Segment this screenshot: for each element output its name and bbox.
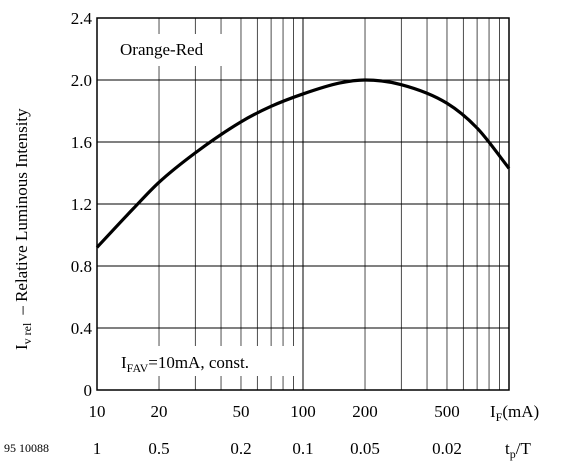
- y-axis-label-sub: v rel: [20, 322, 34, 344]
- y-tick-label: 0.8: [71, 257, 92, 276]
- secondary-x-tick-label: 0.2: [230, 439, 251, 458]
- y-tick-label: 0: [84, 381, 93, 400]
- legend-box-bg: [109, 34, 235, 66]
- secondary-x-tick-label: 0.05: [350, 439, 380, 458]
- x-axis-label-main: I: [490, 402, 496, 421]
- secondary-x-tick-label: 0.5: [148, 439, 169, 458]
- annotation-box-bg: [110, 346, 298, 376]
- y-tick-label: 2.4: [71, 9, 93, 28]
- y-tick-label: 1.6: [71, 133, 92, 152]
- x-axis-label-sub: F: [496, 410, 503, 424]
- y-axis-label-rest: – Relative Luminous Intensity: [12, 108, 31, 316]
- secondary-x-label-main: t: [505, 439, 510, 458]
- x-tick-label: 200: [352, 402, 378, 421]
- plot-frame: [96, 17, 510, 391]
- figure-id: 95 10088: [4, 441, 49, 455]
- annotation-box: IFAV=10mA, const.: [110, 346, 298, 376]
- y-axis-label: Iv rel – Relative Luminous Intensity: [12, 108, 34, 350]
- y-tick-label: 1.2: [71, 195, 92, 214]
- grid-major: [97, 18, 509, 390]
- x-ticks: 10 20 50 100 200 500: [89, 402, 460, 421]
- secondary-x-label-sub: p: [510, 447, 516, 461]
- secondary-x-tick-label: 0.02: [432, 439, 462, 458]
- legend-box: Orange-Red: [109, 34, 235, 66]
- secondary-x-tick-label: 0.1: [292, 439, 313, 458]
- annotation-text: IFAV=10mA, const.: [121, 353, 249, 375]
- x-tick-label: 500: [434, 402, 460, 421]
- x-axis-label: IF(mA): [490, 402, 539, 424]
- y-ticks: 0 0.4 0.8 1.2 1.6 2.0 2.4: [71, 9, 93, 400]
- secondary-x-tick-label: 1: [93, 439, 102, 458]
- annotation-main: I: [121, 353, 127, 372]
- secondary-x-axis-label: tp/T: [505, 439, 531, 461]
- y-tick-label: 0.4: [71, 319, 93, 338]
- data-line-group: [95, 78, 511, 249]
- x-tick-label: 50: [232, 402, 249, 421]
- annotation-rest: =10mA, const.: [148, 353, 249, 372]
- x-axis-label-rest: (mA): [502, 402, 539, 421]
- x-tick-label: 10: [89, 402, 106, 421]
- y-axis-label-main: I: [12, 344, 31, 350]
- secondary-x-label-rest: /T: [516, 439, 532, 458]
- x-tick-label: 20: [151, 402, 168, 421]
- data-line: [95, 78, 511, 249]
- x-tick-label: 100: [290, 402, 316, 421]
- annotation-sub: FAV: [127, 361, 149, 375]
- legend-series-name: Orange-Red: [120, 40, 204, 59]
- y-tick-label: 2.0: [71, 71, 92, 90]
- secondary-x-ticks: 1 0.5 0.2 0.1 0.05 0.02: [93, 439, 462, 458]
